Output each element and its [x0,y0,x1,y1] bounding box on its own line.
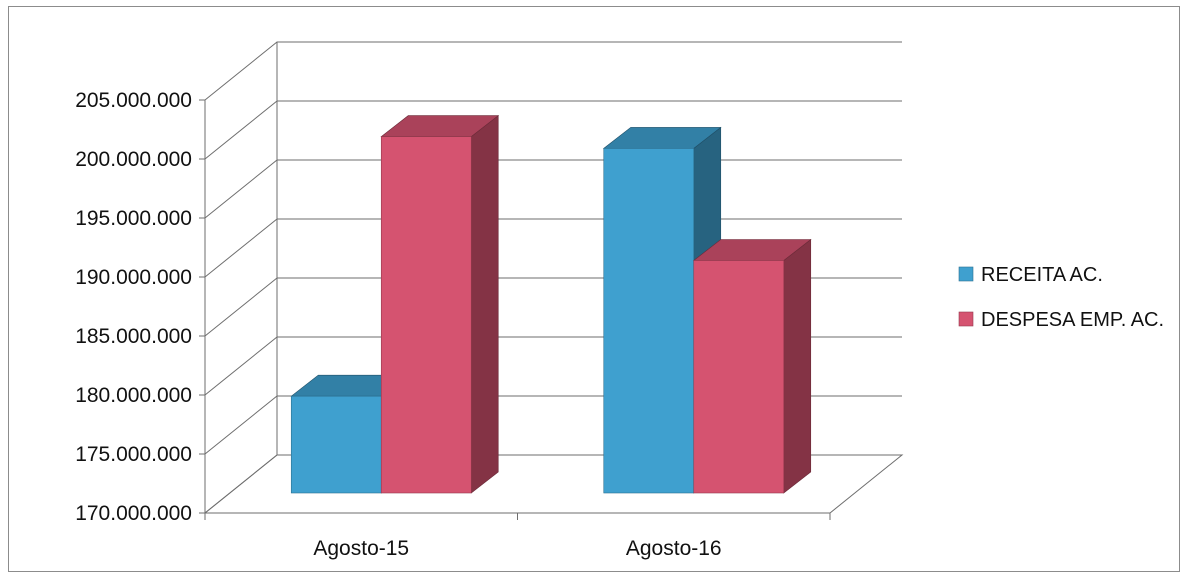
y-tick-label: 180.000.000 [75,384,192,407]
y-tick-label: 170.000.000 [75,502,192,525]
y-tick-label: 185.000.000 [75,325,192,348]
gridline [204,100,902,160]
x-tick-label: Agosto-15 [313,537,409,560]
legend-label: RECEITA AC. [981,264,1103,286]
legend: RECEITA AC. DESPESA EMP. AC. [958,264,1164,331]
gridline [204,159,902,219]
y-tick-label: 205.000.000 [75,89,192,112]
y-tick-label: 200.000.000 [75,148,192,171]
bar [290,395,382,494]
gridline [204,41,902,101]
bar-side [783,238,812,494]
side-wall [205,42,277,513]
bar [380,136,472,494]
bar [693,260,785,494]
legend-swatch [958,266,974,282]
x-tick-label: Agosto-16 [626,537,722,560]
y-tick-label: 190.000.000 [75,266,192,289]
bar [603,148,695,494]
legend-swatch [958,311,974,327]
y-tick-label: 195.000.000 [75,207,192,230]
y-tick-label: 175.000.000 [75,443,192,466]
axes [199,42,831,520]
bar-side [470,114,499,494]
x-tick-labels: Agosto-15 Agosto-16 [313,537,721,560]
y-tick-labels: 170.000.000 175.000.000 180.000.000 185.000… [75,89,192,525]
bars [290,114,812,494]
legend-label: DESPESA EMP. AC. [981,309,1164,331]
